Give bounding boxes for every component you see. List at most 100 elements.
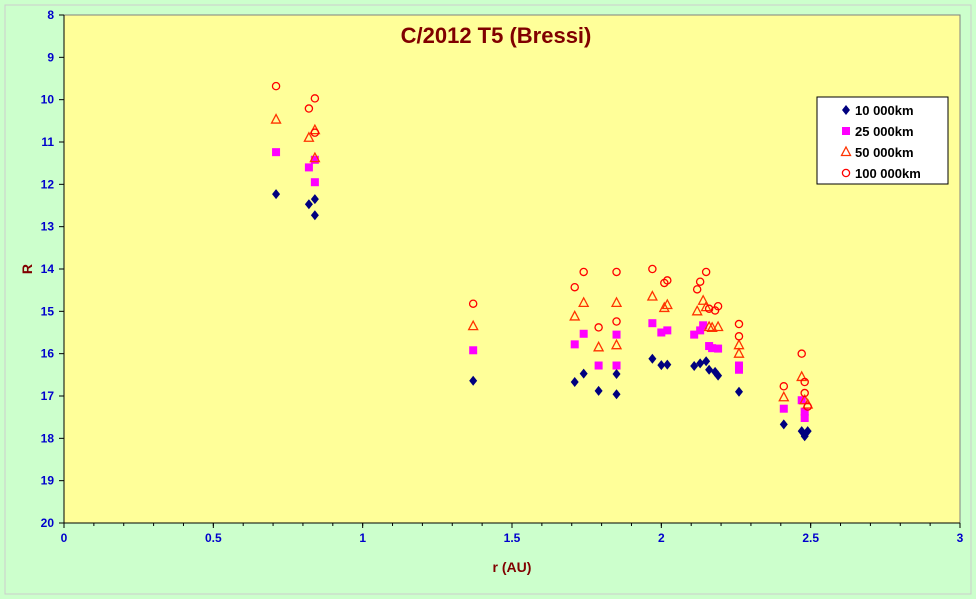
- legend-marker: [841, 168, 851, 178]
- data-point: [570, 377, 579, 388]
- data-point: [779, 404, 788, 413]
- data-point: [800, 407, 809, 416]
- x-tick-label: 0: [61, 531, 68, 545]
- data-points: [270, 81, 814, 442]
- y-tick-label: 14: [41, 262, 55, 276]
- data-point: [800, 388, 809, 398]
- data-point: [708, 344, 717, 353]
- data-point: [272, 189, 281, 200]
- legend-label: 50 000km: [855, 145, 914, 160]
- legend-label: 10 000km: [855, 103, 914, 118]
- data-point: [701, 267, 711, 277]
- x-axis-title: r (AU): [493, 559, 532, 575]
- data-point: [579, 267, 588, 277]
- data-point: [734, 332, 744, 341]
- data-point: [712, 320, 724, 332]
- data-point: [612, 267, 621, 277]
- data-point: [270, 113, 282, 124]
- data-point: [304, 104, 314, 113]
- data-point: [579, 368, 588, 379]
- data-point: [733, 347, 745, 358]
- data-point: [797, 349, 806, 358]
- chart-title: C/2012 T5 (Bressi): [401, 23, 592, 48]
- y-axis-title: R: [19, 264, 35, 274]
- x-tick-label: 3: [957, 531, 964, 545]
- data-point: [779, 419, 788, 430]
- data-point: [570, 340, 579, 349]
- data-point: [657, 328, 666, 337]
- legend-marker: [842, 105, 850, 115]
- data-point: [803, 426, 812, 437]
- data-point: [612, 368, 621, 379]
- y-tick-label: 11: [41, 135, 54, 149]
- x-tick-label: 2: [658, 531, 665, 545]
- data-point: [703, 320, 715, 332]
- data-point: [800, 377, 809, 387]
- data-point: [658, 301, 670, 313]
- data-point: [303, 131, 315, 142]
- data-point: [705, 364, 714, 375]
- data-point: [310, 194, 319, 205]
- legend-marker: [840, 145, 852, 157]
- data-point: [691, 304, 703, 316]
- data-point: [646, 290, 658, 301]
- data-point: [663, 326, 672, 335]
- y-tick-label: 13: [41, 220, 55, 234]
- series-1: [272, 189, 812, 442]
- data-point: [593, 340, 605, 352]
- data-point: [310, 210, 319, 221]
- data-point: [661, 298, 673, 310]
- y-tick-label: 9: [47, 50, 54, 64]
- data-point: [702, 356, 711, 367]
- y-tick-label: 17: [41, 389, 55, 403]
- data-point: [610, 296, 623, 308]
- data-point: [779, 382, 789, 391]
- data-point: [612, 330, 621, 339]
- axes: [59, 14, 961, 528]
- data-point: [612, 361, 621, 370]
- plot-area: [63, 14, 961, 524]
- x-tick-label: 1: [359, 531, 366, 545]
- data-point: [468, 299, 478, 308]
- data-point: [648, 319, 657, 328]
- tick-labels: 0 0.5 1 1.5 2 2.5 3 8 9 10 11 12 13 14 15 16 17 18 19 20: [41, 8, 964, 545]
- data-point: [692, 285, 702, 294]
- data-point: [594, 323, 603, 332]
- data-point: [714, 344, 723, 353]
- data-point: [304, 199, 313, 210]
- x-tick-label: 2.5: [802, 531, 819, 545]
- data-point: [310, 94, 320, 103]
- data-point: [734, 365, 743, 374]
- data-point: [734, 361, 743, 370]
- data-point: [309, 151, 321, 163]
- y-tick-label: 8: [47, 8, 54, 22]
- series-4: [271, 81, 812, 411]
- data-point: [612, 389, 621, 400]
- data-point: [467, 319, 479, 331]
- data-point: [570, 282, 579, 292]
- y-tick-label: 15: [41, 304, 55, 318]
- data-point: [704, 304, 714, 314]
- series-3: [270, 113, 814, 409]
- data-point: [579, 329, 588, 338]
- legend: 10 000km 25 000km 50 000km 100 000km: [816, 96, 949, 185]
- y-tick-label: 16: [41, 347, 55, 361]
- data-point: [469, 375, 478, 386]
- data-point: [714, 370, 723, 381]
- data-point: [612, 317, 621, 326]
- data-point: [800, 414, 809, 423]
- data-point: [610, 338, 623, 350]
- legend-label: 25 000km: [855, 124, 914, 139]
- x-tick-label: 0.5: [205, 531, 222, 545]
- data-point: [594, 385, 603, 396]
- data-point: [569, 310, 581, 321]
- data-point: [697, 294, 709, 305]
- data-point: [304, 163, 313, 172]
- y-tick-label: 18: [41, 431, 55, 445]
- data-point: [690, 360, 699, 371]
- legend-box: [816, 96, 949, 185]
- data-point: [713, 302, 723, 311]
- data-point: [648, 353, 657, 364]
- y-tick-label: 10: [41, 93, 55, 107]
